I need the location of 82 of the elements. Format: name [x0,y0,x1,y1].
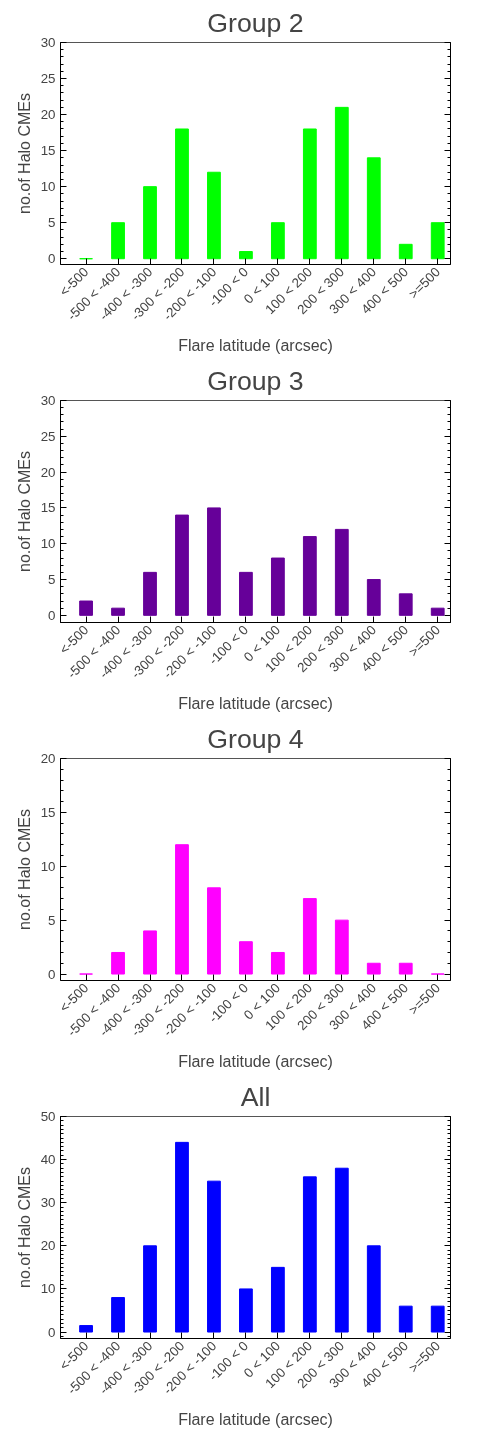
chart-title: All [240,1081,271,1112]
bar [239,941,253,975]
bar [111,1297,125,1333]
bar [398,1305,413,1333]
y-tick-label: 15 [40,500,56,516]
y-tick-label: 0 [48,607,56,623]
bar [175,514,189,616]
y-tick-label: 0 [48,1324,56,1340]
y-tick-label: 0 [48,251,56,267]
bar [111,607,125,616]
bar [175,1141,189,1333]
bar [366,962,381,975]
bar [398,243,413,260]
bar [175,128,189,260]
y-tick-label: 10 [40,179,56,195]
bar [302,536,317,616]
y-tick-label: 25 [40,71,56,87]
y-axis-title: no.of Halo CMEs [15,1167,33,1288]
bar [111,222,125,260]
bar [334,919,349,975]
bar [270,557,285,616]
y-tick-label: 30 [40,1195,56,1211]
y-axis-title: no.of Halo CMEs [15,93,33,214]
bar [302,128,317,260]
bar [430,607,445,616]
bar [143,1245,157,1333]
y-tick-label: 10 [40,1281,56,1297]
bar [366,1245,381,1333]
chart-title: Group 4 [207,723,304,754]
x-axis-title: Flare latitude (arcsec) [178,694,333,712]
bar [143,186,157,260]
bar [398,962,413,975]
bar [366,579,381,616]
bar [79,600,93,616]
y-tick-label: 25 [40,428,56,444]
y-axis-title: no.of Halo CMEs [15,809,33,930]
bar [430,222,445,260]
y-tick-label: 20 [40,751,56,766]
bar [239,251,253,260]
y-tick-label: 10 [40,858,56,874]
bar [270,222,285,260]
bar [334,106,349,260]
y-tick-label: 50 [40,1109,56,1124]
bar [398,593,413,616]
y-tick-label: 0 [48,966,56,982]
bar [175,844,189,975]
bar [334,528,349,616]
y-tick-label: 30 [40,393,56,408]
bar [207,887,221,975]
x-axis-title: Flare latitude (arcsec) [178,1052,333,1070]
y-axis-title: no.of Halo CMEs [15,451,33,572]
bar [270,1266,285,1333]
x-axis-title: Flare latitude (arcsec) [178,1410,333,1428]
bar [302,898,317,975]
bar [302,1176,317,1333]
y-tick-label: 15 [40,143,56,159]
bar [270,951,285,975]
y-tick-label: 5 [48,215,56,231]
y-tick-label: 5 [48,912,56,928]
bar [207,507,221,616]
chart-title: Group 2 [207,7,304,38]
bar [430,1305,445,1333]
x-axis-title: Flare latitude (arcsec) [178,336,333,354]
bar [207,1180,221,1333]
bar [334,1167,349,1333]
bar [79,1325,93,1333]
bar [143,930,157,975]
y-tick-label: 20 [40,107,56,123]
bar [239,571,253,616]
y-tick-label: 40 [40,1152,56,1168]
bar [366,157,381,260]
bar [239,1288,253,1333]
y-tick-label: 10 [40,536,56,552]
bar [111,951,125,975]
y-tick-label: 20 [40,464,56,480]
y-tick-label: 15 [40,804,56,820]
bar [143,571,157,616]
y-tick-label: 20 [40,1238,56,1254]
y-tick-label: 30 [40,35,56,50]
bar [207,171,221,260]
chart-title: Group 3 [207,365,304,396]
y-tick-label: 5 [48,572,56,588]
